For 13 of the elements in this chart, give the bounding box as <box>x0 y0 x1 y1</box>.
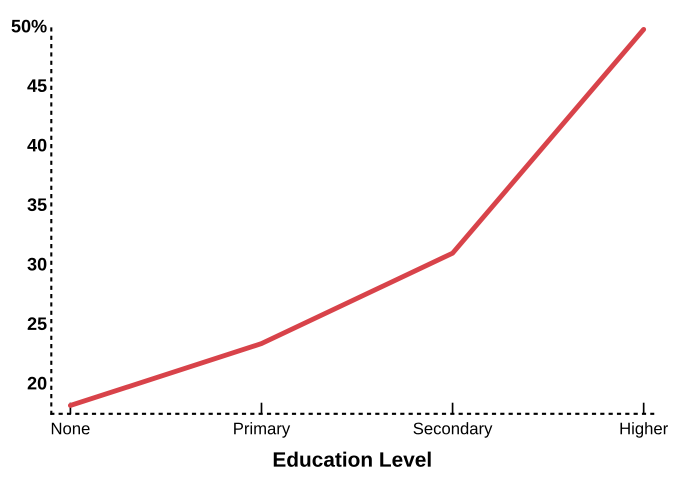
x-tick-label: Secondary <box>414 422 492 438</box>
y-tick-label: 40 <box>27 138 46 152</box>
y-tick-label: 20 <box>28 376 46 390</box>
x-tick-label: None <box>52 422 90 434</box>
y-tick-label: 35 <box>27 198 47 212</box>
x-axis-title: Education Level <box>274 452 431 467</box>
x-tick-label: Primary <box>234 422 290 438</box>
x-tick-label: Higher <box>620 422 668 438</box>
y-tick-label: 50% <box>12 20 47 33</box>
line-series <box>68 26 646 408</box>
y-tick-label: 30 <box>27 258 46 271</box>
y-tick-label: 25 <box>28 317 47 330</box>
y-tick-label: 45 <box>27 79 47 92</box>
